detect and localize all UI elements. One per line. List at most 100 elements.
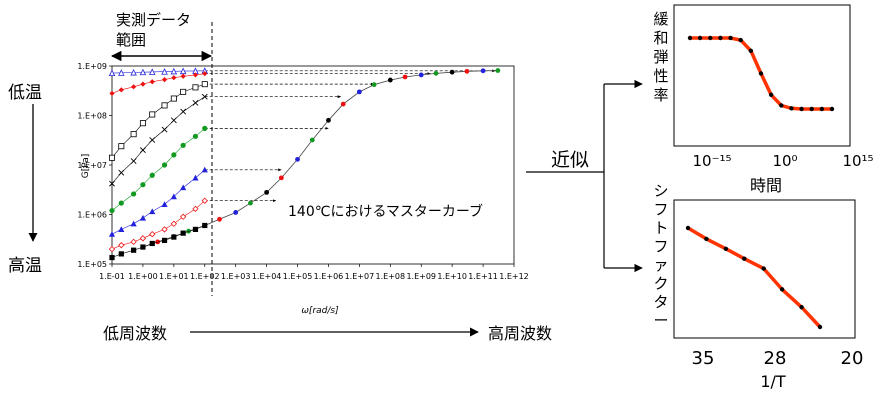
y-axis-label: G[Pa] <box>81 154 91 179</box>
measured-point <box>131 84 137 90</box>
measured-point <box>149 172 155 178</box>
measured-point <box>161 68 168 75</box>
measured-point <box>118 169 125 176</box>
shift-factor-point <box>799 305 804 310</box>
measured-point <box>161 126 168 133</box>
measured-point <box>149 240 155 247</box>
measured-point <box>180 230 186 236</box>
x-tick-label: 1.E+10 <box>437 272 467 281</box>
freq-high-label: 高周波数 <box>488 324 553 343</box>
relaxation-point <box>748 48 754 53</box>
measured-point <box>202 125 208 131</box>
measured-point <box>139 235 147 242</box>
measured-point <box>109 180 115 187</box>
x-tick-label: 1.E+03 <box>221 272 251 281</box>
relaxation-point <box>718 35 723 41</box>
x-tick-label: 1.E+07 <box>345 272 375 281</box>
master-curve-point <box>295 156 300 162</box>
measured-point <box>192 99 199 106</box>
measured-point <box>180 184 187 191</box>
shift-factor-xlabel: 1/T <box>760 372 786 391</box>
measured-point <box>192 205 199 213</box>
vertical-label-char: 率 <box>653 86 668 104</box>
master-curve-point <box>418 72 424 78</box>
measured-point <box>179 67 187 75</box>
shift-factor-point <box>779 287 785 292</box>
shift-factor-point <box>761 266 766 271</box>
shift-factor-point <box>704 236 709 242</box>
x-tick-label: 1.E+09 <box>406 272 436 281</box>
measured-point <box>180 73 186 79</box>
measured-point <box>180 142 186 148</box>
measured-point <box>130 220 137 227</box>
master-curve-point <box>464 68 470 74</box>
temp-low-label: 低温 <box>8 83 42 103</box>
relaxation-point <box>697 35 703 41</box>
x-tick-label: 1.E+02 <box>190 272 220 281</box>
relaxation-x-tick: 10⁰ <box>772 152 797 170</box>
measured-point <box>161 162 168 168</box>
master-curve-point <box>309 137 315 143</box>
measured-point <box>161 237 168 243</box>
relaxation-point <box>687 35 693 41</box>
x-tick-label: 1.E+08 <box>376 272 406 281</box>
vertical-label-char: タ <box>653 293 668 311</box>
measured-point <box>161 226 168 233</box>
master-curve-point <box>433 70 439 76</box>
measured-point <box>148 68 156 75</box>
relaxation-point <box>819 106 825 112</box>
relaxation-point <box>728 35 733 41</box>
range-label: 実測データ 範囲 <box>116 10 191 50</box>
measured-point <box>140 182 146 188</box>
master-curve-point <box>278 175 284 181</box>
y-tick-label: 1.E+05 <box>77 260 107 269</box>
relaxation-point <box>829 106 835 112</box>
measured-series-line <box>111 200 205 250</box>
master-curve-point <box>387 77 393 83</box>
relaxation-chart: 緩和弾性率 10⁻¹⁵ 10⁰ 10¹⁵ 時間 <box>653 4 874 195</box>
relaxation-point <box>809 106 814 112</box>
vertical-label-char: 弾 <box>653 48 668 66</box>
relaxation-x-tick: 10¹⁵ <box>842 152 873 170</box>
relaxation-point <box>708 35 713 41</box>
measured-point <box>201 166 208 173</box>
x-tick-label: 1.E-01 <box>99 272 125 281</box>
relaxation-point <box>799 106 804 112</box>
measured-point <box>180 108 187 115</box>
approx-label: 近似 <box>551 149 590 171</box>
x-tick-label: 1.E+00 <box>128 272 158 281</box>
vertical-label-char: フ <box>653 238 668 256</box>
master-curve-point <box>495 68 501 73</box>
measured-point <box>108 245 116 253</box>
measured-point <box>149 111 156 118</box>
measured-point <box>179 213 187 220</box>
shift-factor-fit-line <box>687 226 822 329</box>
measured-point <box>201 197 208 204</box>
x-tick-label: 1.E+05 <box>283 272 313 281</box>
measured-series-line <box>111 70 205 74</box>
vertical-label-char: シ <box>653 182 668 200</box>
measured-point <box>170 193 177 200</box>
relaxation-ylabel: 緩和弾性率 <box>653 10 668 104</box>
shift-factor-point <box>685 225 691 231</box>
measured-point <box>118 251 124 257</box>
range-label-line1: 実測データ <box>116 11 192 29</box>
measured-point <box>161 201 168 207</box>
relaxation-xlabel: 時間 <box>750 176 782 195</box>
measured-point <box>201 93 208 100</box>
measured-point <box>140 81 146 87</box>
measured-point <box>131 247 137 253</box>
measured-point <box>149 79 155 85</box>
shift-factor-chart: シフトファクター 35 28 20 1/T <box>653 182 863 391</box>
relaxation-point <box>779 103 784 108</box>
plot-area-frame <box>111 65 515 265</box>
master-curve-point <box>356 89 362 95</box>
shift-factor-point <box>742 256 747 261</box>
measured-point <box>202 222 208 229</box>
measured-point <box>109 254 115 261</box>
measured-point <box>109 154 116 161</box>
measured-point <box>118 87 124 93</box>
measured-point <box>130 158 137 164</box>
measured-point <box>192 174 199 181</box>
